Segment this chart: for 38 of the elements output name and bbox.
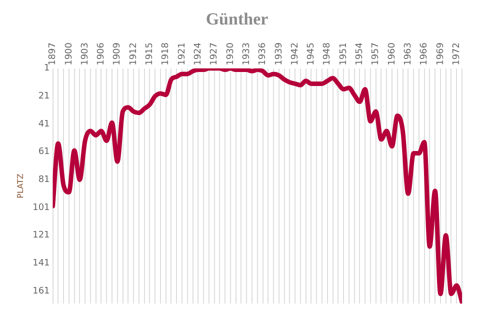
x-tick-label: 1972: [452, 42, 462, 66]
x-tick-label: 1966: [420, 42, 430, 66]
y-tick-label: 1: [44, 64, 50, 74]
x-tick-label: 1942: [290, 42, 300, 66]
y-tick-label: 21: [38, 92, 50, 102]
x-tick-label: 1897: [48, 42, 58, 66]
x-tick-label: 1933: [242, 42, 252, 66]
x-tick-label: 1915: [145, 42, 156, 66]
x-tick-label: 1969: [436, 42, 446, 66]
x-tick-label: 1954: [355, 42, 366, 66]
x-tick-label: 1936: [258, 42, 268, 66]
x-tick-label: 1951: [338, 42, 349, 66]
x-tick-label: 1921: [177, 42, 188, 66]
x-tick-label: 1939: [274, 42, 284, 66]
line-series: [52, 68, 462, 304]
x-tick-label: 1918: [161, 42, 172, 66]
y-tick-label: 41: [38, 119, 50, 130]
x-tick-label: 1963: [404, 42, 414, 66]
x-tick-label: 1903: [80, 42, 90, 66]
x-tick-label: 1957: [371, 42, 382, 66]
y-tick-label: 121: [32, 230, 50, 241]
x-tick-label: 1960: [387, 42, 398, 66]
y-tick-label: 161: [32, 286, 50, 296]
x-tick-label: 1924: [194, 42, 204, 66]
x-tick-label: 1900: [64, 42, 74, 66]
y-axis-title: PLATZ: [16, 173, 25, 198]
chart-title: Günther: [206, 10, 269, 29]
x-tick-label: 1945: [306, 42, 317, 66]
y-tick-label: 81: [38, 175, 50, 186]
y-tick-label: 141: [32, 258, 50, 269]
y-tick-label: 61: [38, 147, 50, 158]
x-tick-label: 1930: [226, 42, 236, 66]
x-tick-label: 1906: [96, 42, 107, 66]
x-tick-label: 1927: [210, 42, 220, 66]
x-tick-label: 1912: [128, 42, 139, 66]
y-tick-label: 101: [32, 202, 50, 213]
x-tick-label: 1948: [322, 42, 333, 66]
x-tick-label: 1909: [112, 42, 123, 66]
